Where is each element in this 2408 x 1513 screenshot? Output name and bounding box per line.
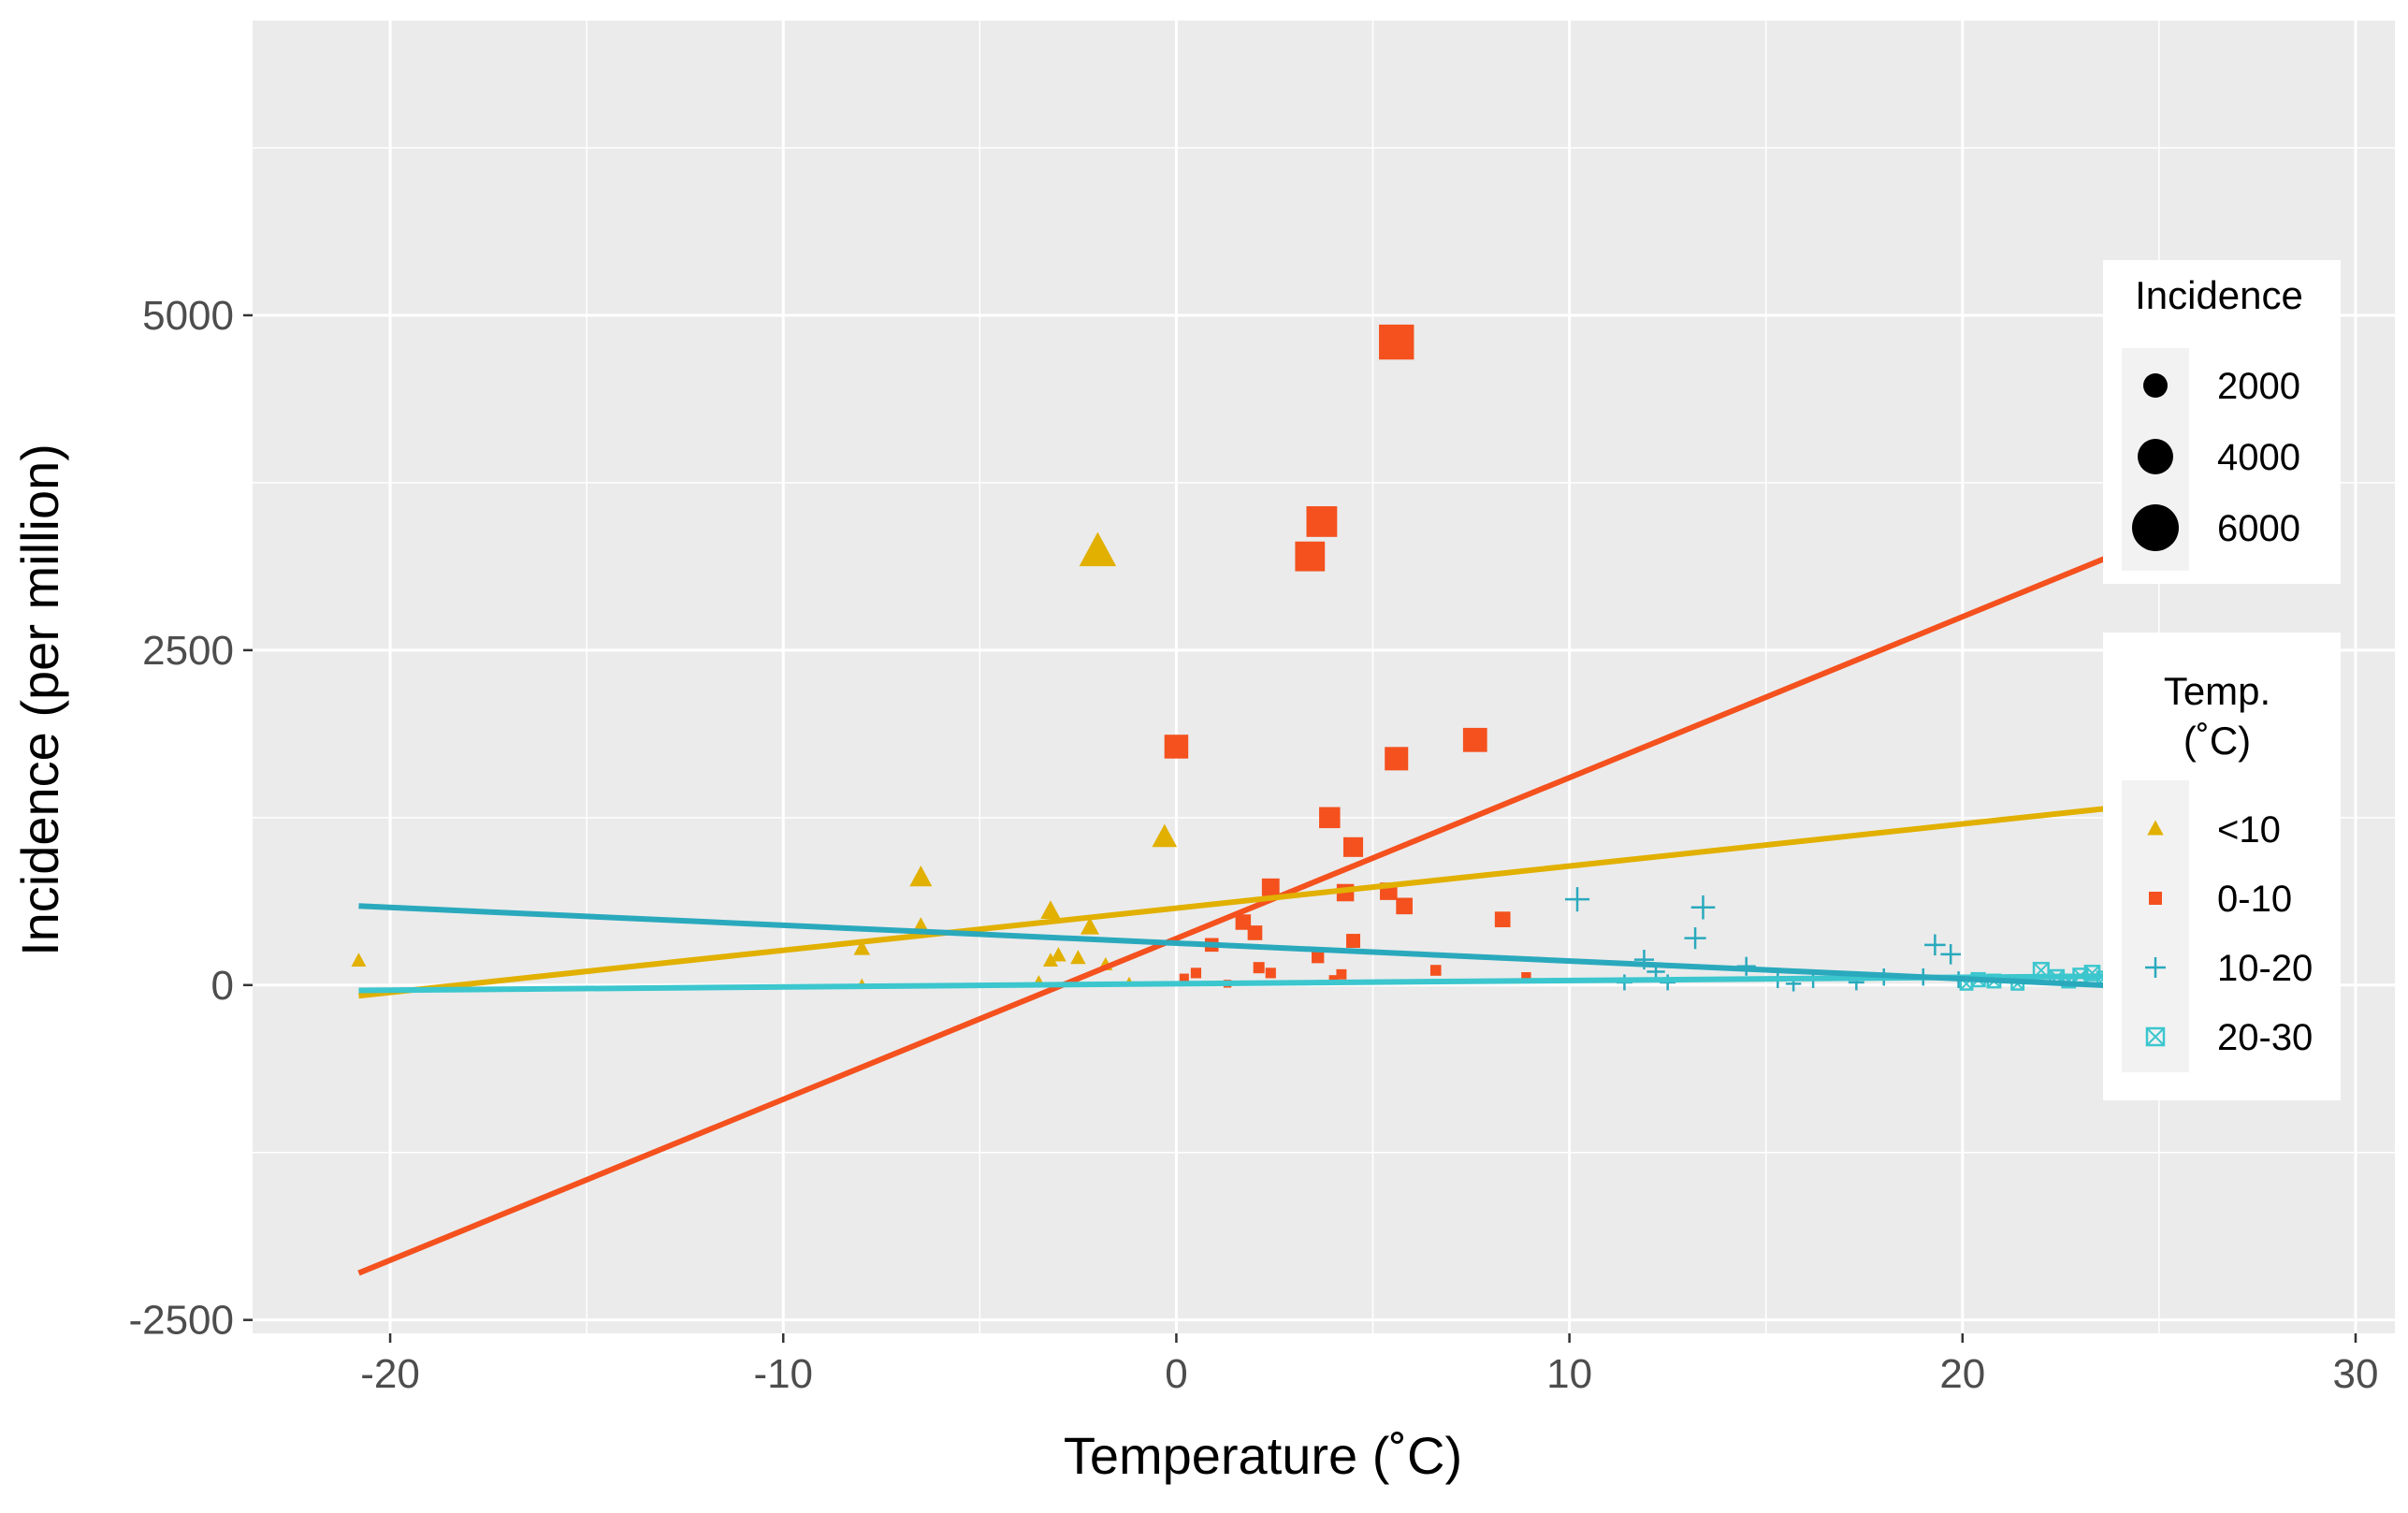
y-axis-title: Incidence (per million) (10, 444, 69, 956)
point-triangle (1152, 823, 1178, 848)
y-tick-label: -2500 (128, 1298, 234, 1344)
fit-lines (357, 533, 2161, 1276)
point-square (1379, 324, 1414, 360)
group-legend-key (2147, 820, 2164, 836)
point-triangle (1079, 531, 1117, 567)
x-tick-label: 0 (1165, 1351, 1187, 1397)
point-square (1247, 925, 1263, 940)
point-square (1179, 973, 1189, 983)
group-legend-key-x2 (2146, 1027, 2165, 1046)
group-legend-key (2145, 957, 2166, 978)
point-square (1319, 807, 1341, 829)
point-square (1164, 735, 1189, 759)
point-square (1190, 967, 1202, 979)
y-axis: -2500 0 2500 5000 (128, 293, 253, 1344)
y-tick-label: 5000 (142, 293, 234, 339)
point-square (1336, 968, 1347, 980)
point-triangle (1081, 917, 1099, 935)
fit-line (358, 800, 2160, 999)
group-legend-label: <10 (2217, 809, 2281, 851)
group-legend-key-box (2145, 1026, 2166, 1047)
point-plus (1940, 944, 1962, 965)
point-square (1295, 541, 1326, 572)
size-legend-keys: 2000 4000 6000 (2132, 366, 2300, 551)
group-legend-key (2149, 892, 2162, 905)
x-tick-label: 20 (1939, 1351, 1985, 1397)
point-square (1265, 967, 1276, 979)
point-square (1462, 727, 1487, 752)
point-plus (1564, 887, 1590, 912)
x-tick-label: 30 (2333, 1351, 2379, 1397)
point-plus (1684, 927, 1706, 950)
point-square (1261, 878, 1280, 896)
point-square (1346, 934, 1360, 949)
x-axis: -20 -10 0 10 20 30 (360, 1333, 2378, 1397)
size-legend-label: 6000 (2217, 508, 2300, 549)
point-plus (1924, 934, 1946, 956)
fit-line (358, 972, 2159, 994)
size-legend-key (2132, 504, 2179, 551)
point-triangle (1070, 950, 1086, 965)
x-tick-label: -20 (360, 1351, 420, 1397)
x-tick-label: -10 (753, 1351, 813, 1397)
fit-line (358, 903, 2160, 991)
point-triangle (1042, 953, 1058, 967)
point-square (1235, 914, 1252, 930)
point-square (1494, 911, 1511, 927)
x-axis-title: Temperature (˚C) (1064, 1426, 1462, 1485)
size-legend: Incidence 2000 4000 6000 (2103, 260, 2341, 584)
y-tick-label: 2500 (142, 628, 234, 674)
group-legend-label: 0-10 (2217, 879, 2292, 920)
y-tick-label: 0 (211, 963, 234, 1009)
point-square (1312, 951, 1325, 964)
plot-panel (253, 21, 2395, 1333)
x-tick-label: 10 (1546, 1351, 1592, 1397)
fit-line (357, 533, 2161, 1276)
size-legend-label: 2000 (2217, 366, 2300, 407)
size-legend-key (2138, 439, 2173, 474)
group-legend-label: 10-20 (2217, 948, 2313, 989)
point-triangle (351, 953, 367, 967)
group-legend-title-line2: (˚C) (2183, 719, 2251, 763)
point-plus (1690, 895, 1716, 920)
point-square (1253, 962, 1265, 974)
size-legend-title: Incidence (2135, 273, 2303, 317)
point-triangle (1040, 900, 1061, 920)
point-triangle (1051, 947, 1066, 962)
size-legend-key (2143, 373, 2168, 398)
point-square (1306, 506, 1338, 537)
size-legend-label: 4000 (2217, 437, 2300, 478)
group-legend: Temp. (˚C) <10 0-10 10-20 20-30 (2103, 633, 2341, 1100)
group-legend-title-line1: Temp. (2164, 669, 2270, 713)
point-square (1385, 747, 1409, 771)
point-triangle (909, 866, 933, 887)
point-triangle (853, 939, 871, 955)
group-legend-keys: <10 0-10 10-20 20-30 (2145, 809, 2313, 1058)
group-legend-key (2145, 1026, 2166, 1047)
point-square (1521, 971, 1531, 982)
point-square (1429, 965, 1442, 976)
group-legend-label: 20-30 (2217, 1017, 2313, 1058)
point-square (1396, 897, 1413, 915)
point-square (1342, 837, 1364, 857)
